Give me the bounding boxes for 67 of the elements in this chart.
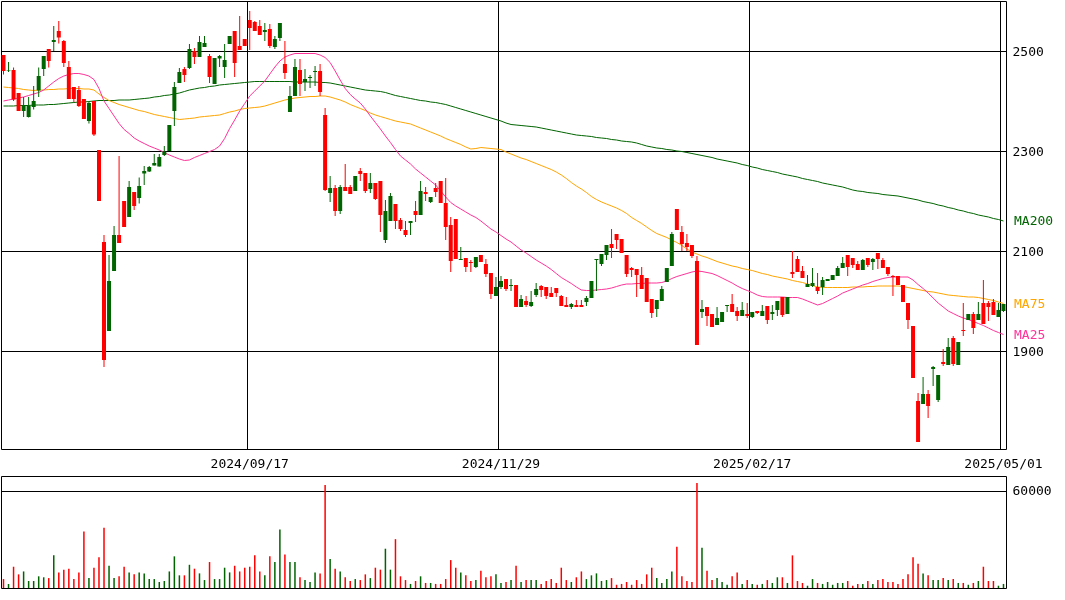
candlestick: [222, 43, 227, 79]
candlestick: [61, 39, 66, 68]
candlestick: [343, 163, 348, 192]
candlestick: [393, 203, 398, 230]
candlestick: [282, 40, 287, 80]
candlestick: [715, 306, 720, 326]
candlestick: [609, 228, 614, 259]
candlestick: [56, 20, 61, 44]
candlestick: [46, 48, 51, 68]
candlestick: [318, 63, 323, 97]
candlestick: [594, 258, 599, 292]
candlestick: [413, 200, 418, 223]
line-series: [3, 53, 1004, 335]
candlestick: [187, 43, 192, 70]
candlestick: [634, 268, 639, 298]
candlestick: [981, 279, 986, 325]
candlestick: [780, 296, 785, 318]
candlestick: [926, 389, 931, 419]
candlestick: [875, 252, 880, 270]
y-tick-label: 2100: [1012, 243, 1044, 259]
candlestick: [906, 302, 911, 330]
candlestick: [207, 53, 212, 84]
candlestick: [815, 272, 820, 295]
candlestick: [1, 54, 6, 75]
candlestick: [971, 311, 976, 335]
candlestick: [810, 267, 815, 288]
series-label: MA200: [1014, 213, 1054, 228]
candlestick: [931, 365, 936, 387]
y-tick-label: 2500: [1012, 43, 1044, 59]
candlestick: [498, 275, 503, 290]
x-tick-label: 2025/02/17: [713, 455, 792, 471]
candlestick: [961, 302, 966, 337]
candlestick: [328, 175, 333, 203]
x-tick-label: 2024/09/17: [210, 455, 289, 471]
candlestick: [51, 25, 56, 52]
candlestick: [509, 278, 514, 292]
candlestick: [790, 250, 795, 279]
candlestick: [287, 85, 292, 113]
x-tick-label: 2024/11/29: [461, 455, 541, 471]
candlestick: [458, 246, 463, 261]
candlestick: [297, 58, 302, 97]
candlestick: [699, 299, 704, 319]
candlestick: [946, 337, 951, 366]
candlestick: [36, 67, 41, 98]
candlestick: [730, 293, 735, 313]
candlestick: [267, 23, 272, 49]
candlestick: [86, 101, 91, 124]
candlestick: [368, 172, 373, 194]
series-label: MA75: [1014, 295, 1046, 311]
x-tick-label: 2025/05/01: [964, 455, 1043, 471]
candlestick: [137, 177, 142, 204]
candlestick: [725, 304, 730, 313]
candlestick: [418, 180, 423, 216]
candlestick: [41, 55, 46, 77]
candlestick: [333, 184, 338, 217]
candlestick: [338, 184, 343, 215]
candlestick: [921, 376, 926, 405]
candlestick: [468, 259, 473, 273]
y-tick-label: 60000: [1012, 483, 1052, 499]
candlestick: [142, 165, 147, 186]
candlestick: [524, 295, 529, 308]
candlestick: [705, 306, 710, 327]
y-tick-label: 1900: [1012, 343, 1044, 359]
series-label: MA25: [1014, 326, 1046, 342]
candlestick: [117, 155, 122, 244]
candlestick: [529, 290, 534, 308]
y-tick-label: 2300: [1012, 143, 1044, 159]
